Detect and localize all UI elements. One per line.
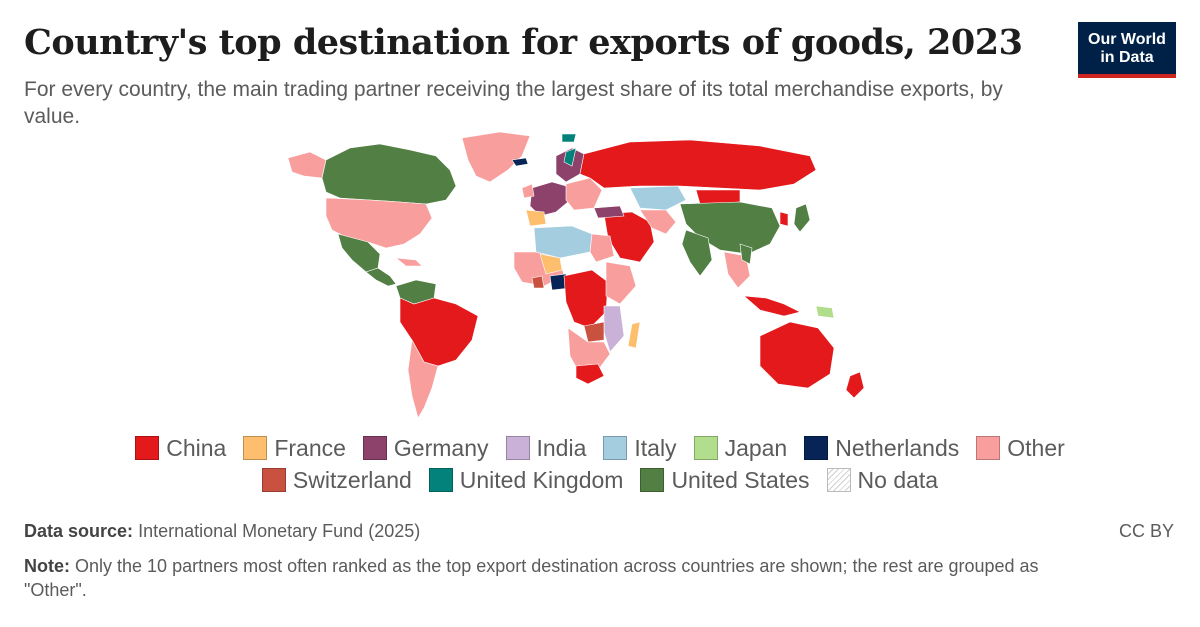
note-text: Only the 10 partners most often ranked a… <box>24 556 1039 600</box>
region-egypt[interactable] <box>589 233 615 263</box>
source-link[interactable]: International Monetary Fund (2025) <box>138 521 421 541</box>
legend-label: Switzerland <box>292 466 412 493</box>
legend-item-other[interactable]: Other <box>976 435 1065 462</box>
note: Note: Only the 10 partners most often ra… <box>24 554 1104 602</box>
chart-title: Country's top destination for exports of… <box>24 22 1023 63</box>
legend-swatch <box>976 436 1001 460</box>
legend-swatch <box>261 468 286 492</box>
region-japan[interactable] <box>793 203 811 233</box>
region-ghana[interactable] <box>531 275 545 289</box>
legend-swatch <box>135 436 160 460</box>
region-southern-cone[interactable] <box>407 339 439 419</box>
region-norway-north[interactable] <box>561 133 577 143</box>
region-kazakhstan[interactable] <box>629 185 687 211</box>
legend-label: No data <box>857 466 939 493</box>
legend-swatch <box>640 468 665 492</box>
region-new-zealand[interactable] <box>845 371 865 399</box>
legend-item-china[interactable]: China <box>135 435 226 462</box>
region-india[interactable] <box>681 229 713 277</box>
region-brazil[interactable] <box>399 297 479 367</box>
legend-item-france[interactable]: France <box>243 435 346 462</box>
legend-item-japan[interactable]: Japan <box>693 434 788 462</box>
world-map-svg <box>287 131 865 419</box>
region-russia[interactable] <box>579 139 817 191</box>
data-source: Data source: International Monetary Fund… <box>24 521 420 542</box>
owid-logo[interactable]: Our World in Data <box>1078 22 1176 78</box>
source-label: Data source: <box>24 521 134 541</box>
legend-swatch <box>362 436 387 460</box>
legend-item-netherlands[interactable]: Netherlands <box>804 435 959 462</box>
license-link[interactable]: CC BY <box>1118 521 1174 541</box>
legend-swatch <box>428 468 453 492</box>
region-vietnam[interactable] <box>739 243 753 265</box>
legend-label: India <box>536 434 587 461</box>
region-north-africa[interactable] <box>533 225 593 259</box>
logo-line-2: in Data <box>1100 49 1154 66</box>
region-iceland[interactable] <box>511 157 529 167</box>
region-alaska[interactable] <box>287 151 327 179</box>
region-turkey[interactable] <box>593 205 625 219</box>
legend-item-no-data[interactable]: No data <box>826 466 939 494</box>
legend-label: France <box>274 434 346 461</box>
legend-label: Germany <box>393 434 489 461</box>
region-southern-africa[interactable] <box>567 327 611 375</box>
region-central-america[interactable] <box>365 267 397 287</box>
region-usa[interactable] <box>325 197 433 249</box>
region-indonesia[interactable] <box>743 295 801 317</box>
legend-item-switzerland[interactable]: Switzerland <box>261 466 412 494</box>
legend-swatch <box>603 436 628 460</box>
chart-subtitle: For every country, the main trading part… <box>24 78 1003 128</box>
region-mali-niger[interactable] <box>539 253 563 275</box>
region-mongolia[interactable] <box>695 189 741 205</box>
legend-item-india[interactable]: India <box>505 434 587 462</box>
legend-item-united-states[interactable]: United States <box>640 466 810 494</box>
legend-item-italy[interactable]: Italy <box>603 434 677 462</box>
legend-swatch <box>826 468 851 492</box>
region-korea[interactable] <box>779 211 789 227</box>
region-madagascar[interactable] <box>627 321 641 349</box>
legend-label: Other <box>1007 434 1065 461</box>
region-greenland[interactable] <box>461 131 531 183</box>
legend-label: Netherlands <box>835 434 960 461</box>
region-australia[interactable] <box>759 321 835 389</box>
legend-swatch <box>505 436 530 460</box>
legend-label: China <box>166 434 227 461</box>
legend-row-1: China France Germany India Italy Japan Netherl… <box>0 432 1200 464</box>
legend-label: United States <box>671 466 810 493</box>
region-norway[interactable] <box>563 147 577 167</box>
region-canada[interactable] <box>321 143 457 205</box>
legend-item-germany[interactable]: Germany <box>362 434 489 462</box>
region-zambia[interactable] <box>583 321 605 343</box>
world-map[interactable] <box>200 126 900 426</box>
logo-line-1: Our World <box>1088 31 1166 48</box>
legend-item-united-kingdom[interactable]: United Kingdom <box>428 466 624 494</box>
region-mozambique[interactable] <box>603 305 625 353</box>
region-western-europe[interactable] <box>529 181 569 217</box>
legend: China France Germany India Italy Japan Netherl… <box>0 432 1200 496</box>
region-caribbean[interactable] <box>395 257 423 267</box>
legend-row-2: Switzerland United Kingdom United States No… <box>0 464 1200 496</box>
legend-label: Japan <box>724 434 788 461</box>
legend-swatch <box>243 436 268 460</box>
region-png[interactable] <box>815 305 835 319</box>
note-label: Note: <box>24 556 70 576</box>
legend-label: United Kingdom <box>459 466 624 493</box>
legend-swatch <box>693 436 718 460</box>
legend-label: Italy <box>634 434 677 461</box>
region-central-africa[interactable] <box>563 269 609 329</box>
region-iberia[interactable] <box>525 209 547 227</box>
legend-swatch <box>804 436 829 460</box>
region-iran-afghanistan[interactable] <box>639 209 677 235</box>
region-east-africa[interactable] <box>605 261 637 305</box>
region-south-africa[interactable] <box>575 363 605 385</box>
region-ireland[interactable] <box>521 183 535 199</box>
